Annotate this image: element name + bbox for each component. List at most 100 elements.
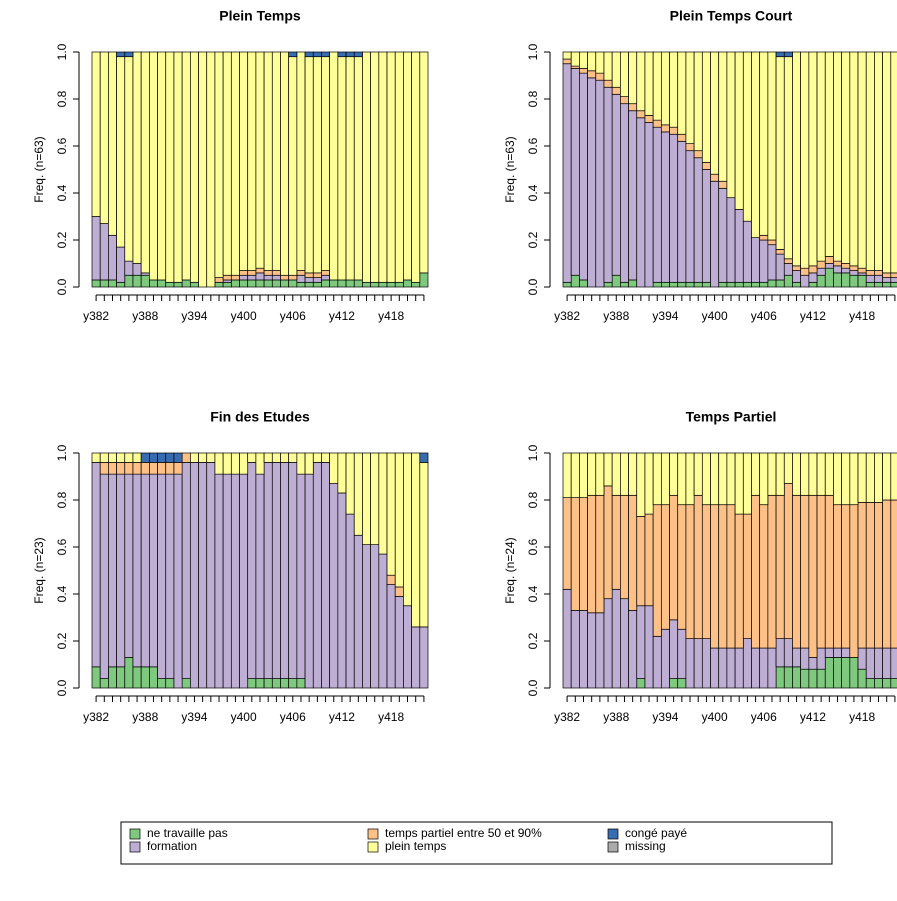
bar-segment [833, 260, 842, 267]
bar-segment [611, 51, 621, 88]
bar-segment [824, 267, 834, 288]
bar-segment [767, 279, 777, 288]
bar-segment [140, 666, 150, 689]
bar-segment [874, 281, 883, 288]
bar-segment [157, 473, 167, 679]
y-tick-label: 0.8 [55, 90, 69, 107]
bar-segment [296, 678, 306, 689]
bar-segment [411, 281, 421, 288]
bar-segment [824, 51, 834, 257]
y-tick-label: 0.0 [526, 278, 540, 295]
bar-segment [198, 452, 208, 463]
bar-segment [660, 51, 670, 126]
bar-segment [337, 492, 347, 689]
bar-segment [718, 452, 728, 506]
legend-label: plein temps [385, 839, 446, 853]
bar-segment [321, 279, 331, 288]
bar-segment [775, 638, 785, 668]
legend-label: missing [625, 839, 666, 853]
bar-segment [263, 51, 273, 271]
bar-segment [157, 279, 167, 288]
bar-segment [312, 281, 322, 288]
bar-segment [329, 51, 339, 281]
bar-segment [890, 277, 897, 283]
y-tick-label: 0.6 [526, 137, 540, 154]
bar-segment [718, 647, 728, 689]
bar-segment [652, 635, 662, 689]
bar-segment [710, 504, 720, 649]
bar-segment [362, 51, 371, 283]
bar-segment [280, 462, 290, 679]
bar-segment [874, 647, 883, 679]
bar-segment [91, 216, 101, 281]
bar-segment [644, 115, 654, 123]
x-tick-label: y382 [83, 309, 109, 323]
bar-segment [751, 494, 761, 649]
bar-segment [304, 277, 314, 283]
bar-segment [808, 265, 818, 274]
bar-segment [620, 494, 629, 600]
bar-segment [198, 462, 208, 689]
bar-segment [116, 666, 126, 689]
bar-segment [628, 110, 638, 281]
bar-segment [230, 452, 240, 475]
bar-segment [636, 605, 646, 679]
bar-segment [644, 122, 654, 288]
bar-segment [660, 628, 670, 689]
bar-segment [91, 51, 101, 217]
bar-segment [362, 544, 371, 689]
bar-segment [882, 678, 892, 689]
bar-segment [742, 51, 752, 222]
bar-segment [693, 281, 703, 288]
bar-segment [288, 678, 298, 689]
bar-segment [685, 281, 695, 288]
bar-segment [247, 452, 257, 463]
bar-segment [312, 277, 322, 283]
x-tick-label: y400 [231, 710, 257, 724]
bar-segment [255, 452, 265, 475]
bar-segment [386, 281, 396, 288]
bar-segment [603, 281, 613, 288]
y-axis-label: Freq. (n=24) [503, 537, 517, 603]
bar-segment [759, 234, 769, 241]
bar-segment [570, 610, 580, 689]
bar-segment [189, 462, 199, 689]
legend-label: ne travaille pas [147, 826, 228, 840]
bar-segment [173, 51, 183, 283]
bar-segment [116, 281, 126, 288]
bar-segment [263, 678, 273, 689]
bar-segment [189, 452, 199, 463]
bar-segment [370, 51, 380, 283]
x-tick-label: y388 [132, 309, 158, 323]
bar-segment [792, 51, 802, 267]
bar-segment [230, 51, 240, 276]
bar-segment [255, 267, 265, 274]
bar-segment [329, 483, 339, 689]
bar-segment [353, 56, 363, 281]
bar-segment [669, 126, 679, 135]
legend-label: formation [147, 839, 197, 853]
bar-segment [255, 678, 265, 689]
bar-segment [816, 51, 826, 262]
bar-segment [742, 220, 752, 283]
bar-segment [321, 462, 331, 689]
bar-segment [775, 279, 785, 288]
bar-segment [239, 270, 249, 276]
x-tick-label: y388 [132, 710, 158, 724]
bar-segment [759, 281, 769, 288]
bar-segment [296, 473, 306, 679]
bar-segment [775, 494, 785, 639]
bar-segment [734, 281, 744, 288]
x-tick-label: y418 [849, 710, 875, 724]
chart-title: Fin des Etudes [210, 409, 310, 425]
y-tick-label: 0.2 [55, 632, 69, 649]
bar-segment [824, 452, 834, 496]
x-tick-label: y382 [554, 309, 580, 323]
bar-segment [214, 51, 224, 278]
bar-segment [157, 462, 167, 475]
bar-segment [628, 279, 638, 288]
bar-segment [882, 277, 892, 283]
bar-segment [767, 51, 777, 241]
bar-segment [734, 51, 744, 210]
bar-segment [833, 504, 842, 649]
